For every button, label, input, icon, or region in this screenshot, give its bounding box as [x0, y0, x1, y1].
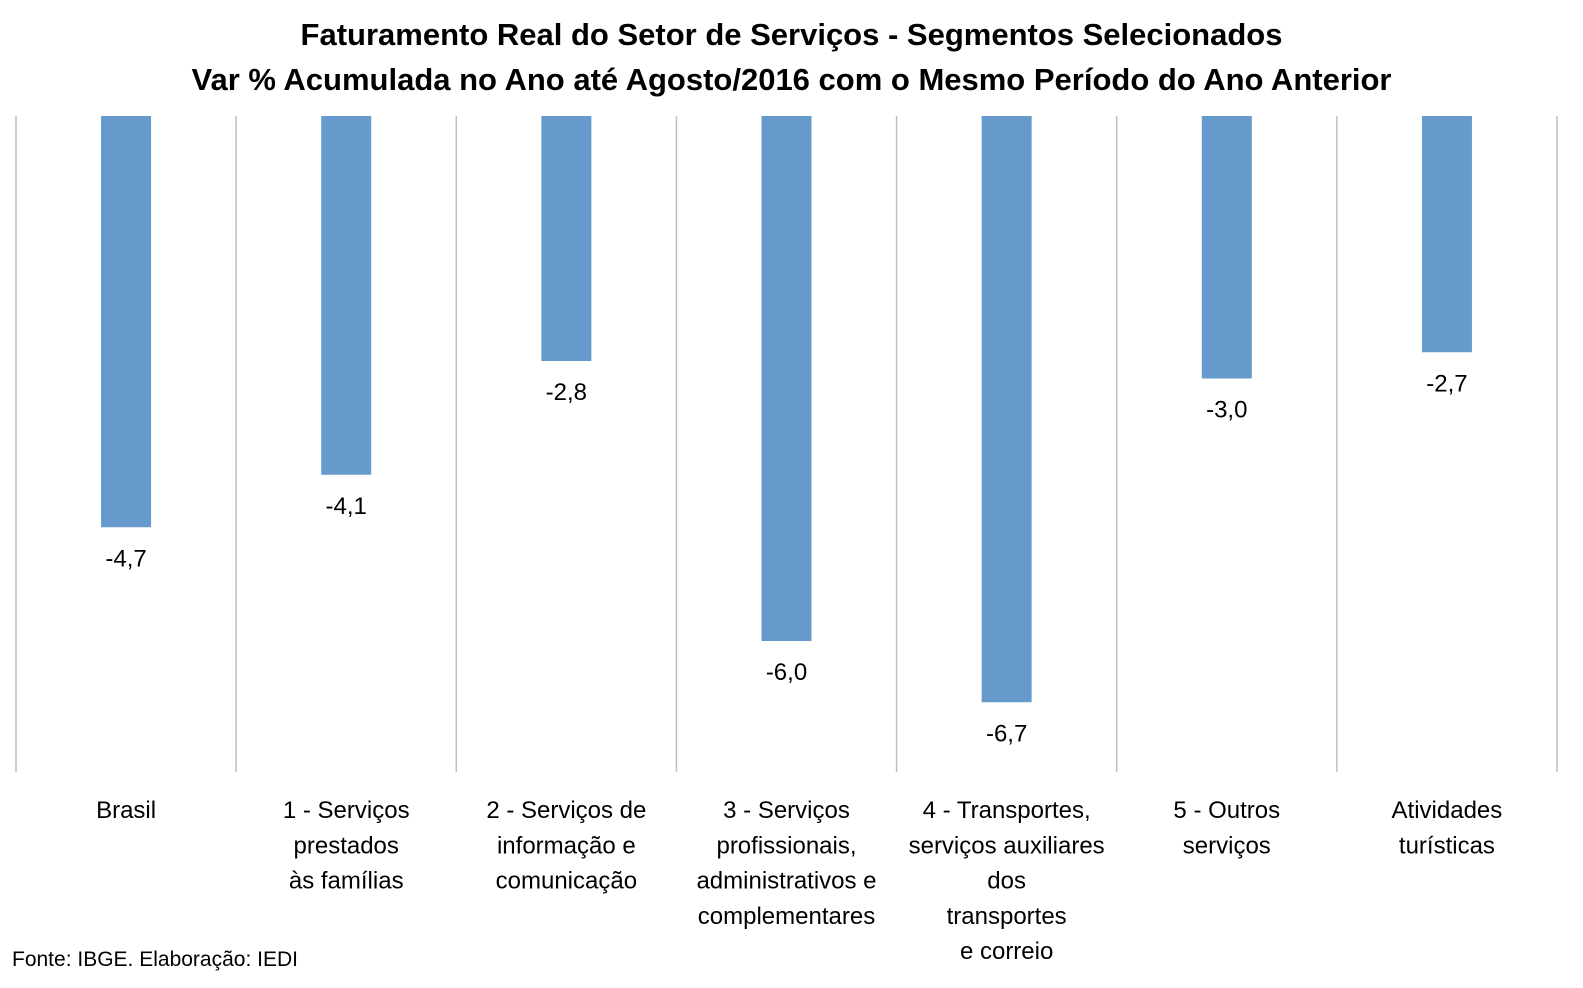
category-label: Brasil: [96, 797, 156, 824]
data-label: -6,0: [766, 659, 807, 686]
bar: [761, 116, 812, 641]
source-note: Fonte: IBGE. Elaboração: IEDI: [12, 948, 298, 971]
category-label: Atividades turísticas: [1392, 797, 1503, 859]
category-label: 3 - Serviços profissionais, administrativo…: [696, 797, 876, 930]
chart-subtitle: Var % Acumulada no Ano até Agosto/2016 c…: [191, 62, 1392, 97]
bar: [541, 116, 592, 361]
category-label: 4 - Transportes, serviços auxiliares dos tr…: [909, 797, 1105, 965]
category-label: 1 - Serviços prestados às famílias: [283, 797, 410, 895]
data-label: -6,7: [986, 720, 1027, 747]
data-label: -4,1: [326, 493, 367, 520]
bar: [1421, 116, 1472, 353]
bar: [981, 116, 1032, 703]
bar: [101, 116, 152, 528]
data-label: -2,7: [1426, 370, 1467, 397]
chart-title: Faturamento Real do Setor de Serviços - …: [300, 17, 1283, 52]
data-label: -2,8: [546, 379, 587, 406]
data-label: -4,7: [105, 545, 146, 572]
bar: [321, 116, 372, 475]
bar: [1201, 116, 1252, 379]
category-label: 2 - Serviços de informação e comunicação: [486, 797, 646, 895]
data-label: -3,0: [1206, 397, 1247, 424]
category-label: 5 - Outros serviços: [1173, 797, 1280, 859]
